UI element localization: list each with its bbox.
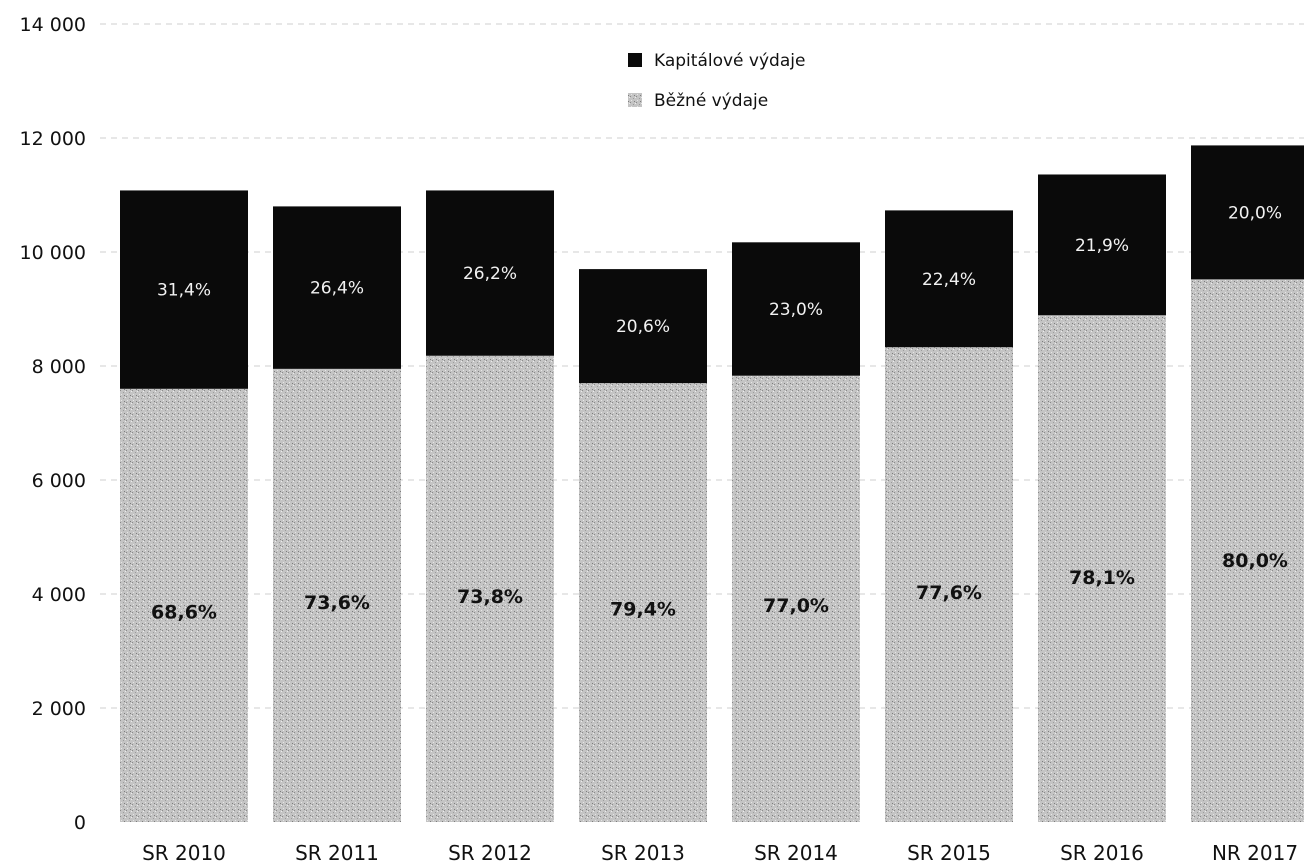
label-capital-4: 23,0% bbox=[769, 300, 823, 320]
bar-current-5 bbox=[885, 347, 1013, 822]
label-current-2: 73,8% bbox=[457, 586, 523, 608]
label-current-4: 77,0% bbox=[763, 595, 829, 617]
bar-current-2 bbox=[426, 355, 554, 822]
x-category-label: SR 2011 bbox=[295, 841, 379, 865]
label-current-5: 77,6% bbox=[916, 582, 982, 604]
bar-current-3 bbox=[579, 383, 707, 822]
bar-capital-6 bbox=[1038, 174, 1166, 316]
bar-capital-3 bbox=[579, 269, 707, 384]
legend-swatch-current bbox=[628, 93, 642, 107]
bar-capital-4 bbox=[732, 242, 860, 376]
legend-label-capital: Kapitálové výdaje bbox=[654, 51, 805, 71]
x-category-label: SR 2013 bbox=[601, 841, 685, 865]
label-current-6: 78,1% bbox=[1069, 567, 1135, 589]
label-current-7: 80,0% bbox=[1222, 550, 1288, 572]
y-axis: 0 2 000 4 000 6 000 8 000 10 000 12 000 14 000 bbox=[20, 14, 86, 834]
legend-swatch-capital bbox=[628, 53, 642, 67]
legend: Kapitálové výdaje Běžné výdaje bbox=[628, 51, 805, 111]
y-tick-label: 10 000 bbox=[20, 242, 86, 264]
y-tick-label: 0 bbox=[74, 812, 86, 834]
x-axis: SR 2010 SR 2011 SR 2012 SR 2013 SR 2014 SR 20… bbox=[142, 841, 1298, 865]
bar-capital-5 bbox=[885, 210, 1013, 348]
x-category-label: NR 2017 bbox=[1212, 841, 1298, 865]
x-category-label: SR 2015 bbox=[907, 841, 991, 865]
x-category-label: SR 2014 bbox=[754, 841, 838, 865]
label-current-1: 73,6% bbox=[304, 592, 370, 614]
y-tick-label: 4 000 bbox=[32, 584, 86, 606]
data-labels: 68,6% 31,4% 73,6% 26,4% 73,8% 26,2% 79,4% 20,6%… bbox=[151, 203, 1288, 623]
y-tick-label: 8 000 bbox=[32, 356, 86, 378]
bar-capital-2 bbox=[426, 190, 554, 356]
bar-capital-7 bbox=[1191, 145, 1304, 280]
bars bbox=[120, 145, 1304, 822]
bar-capital-0 bbox=[120, 190, 248, 389]
legend-label-current: Běžné výdaje bbox=[654, 91, 768, 111]
label-current-3: 79,4% bbox=[610, 599, 676, 621]
label-current-0: 68,6% bbox=[151, 601, 217, 623]
label-capital-6: 21,9% bbox=[1075, 236, 1129, 256]
x-category-label: SR 2012 bbox=[448, 841, 532, 865]
label-capital-3: 20,6% bbox=[616, 317, 670, 337]
label-capital-2: 26,2% bbox=[463, 264, 517, 284]
bar-current-1 bbox=[273, 368, 401, 822]
y-tick-label: 6 000 bbox=[32, 470, 86, 492]
bar-current-6 bbox=[1038, 315, 1166, 822]
y-tick-label: 12 000 bbox=[20, 128, 86, 150]
bar-current-7 bbox=[1191, 279, 1304, 822]
y-tick-label: 14 000 bbox=[20, 14, 86, 36]
label-capital-1: 26,4% bbox=[310, 279, 364, 299]
bar-current-4 bbox=[732, 375, 860, 822]
label-capital-0: 31,4% bbox=[157, 281, 211, 301]
x-category-label: SR 2010 bbox=[142, 841, 226, 865]
bar-capital-1 bbox=[273, 206, 401, 369]
y-tick-label: 2 000 bbox=[32, 698, 86, 720]
label-capital-7: 20,0% bbox=[1228, 203, 1282, 223]
bar-current-0 bbox=[120, 388, 248, 822]
x-category-label: SR 2016 bbox=[1060, 841, 1144, 865]
label-capital-5: 22,4% bbox=[922, 270, 976, 290]
